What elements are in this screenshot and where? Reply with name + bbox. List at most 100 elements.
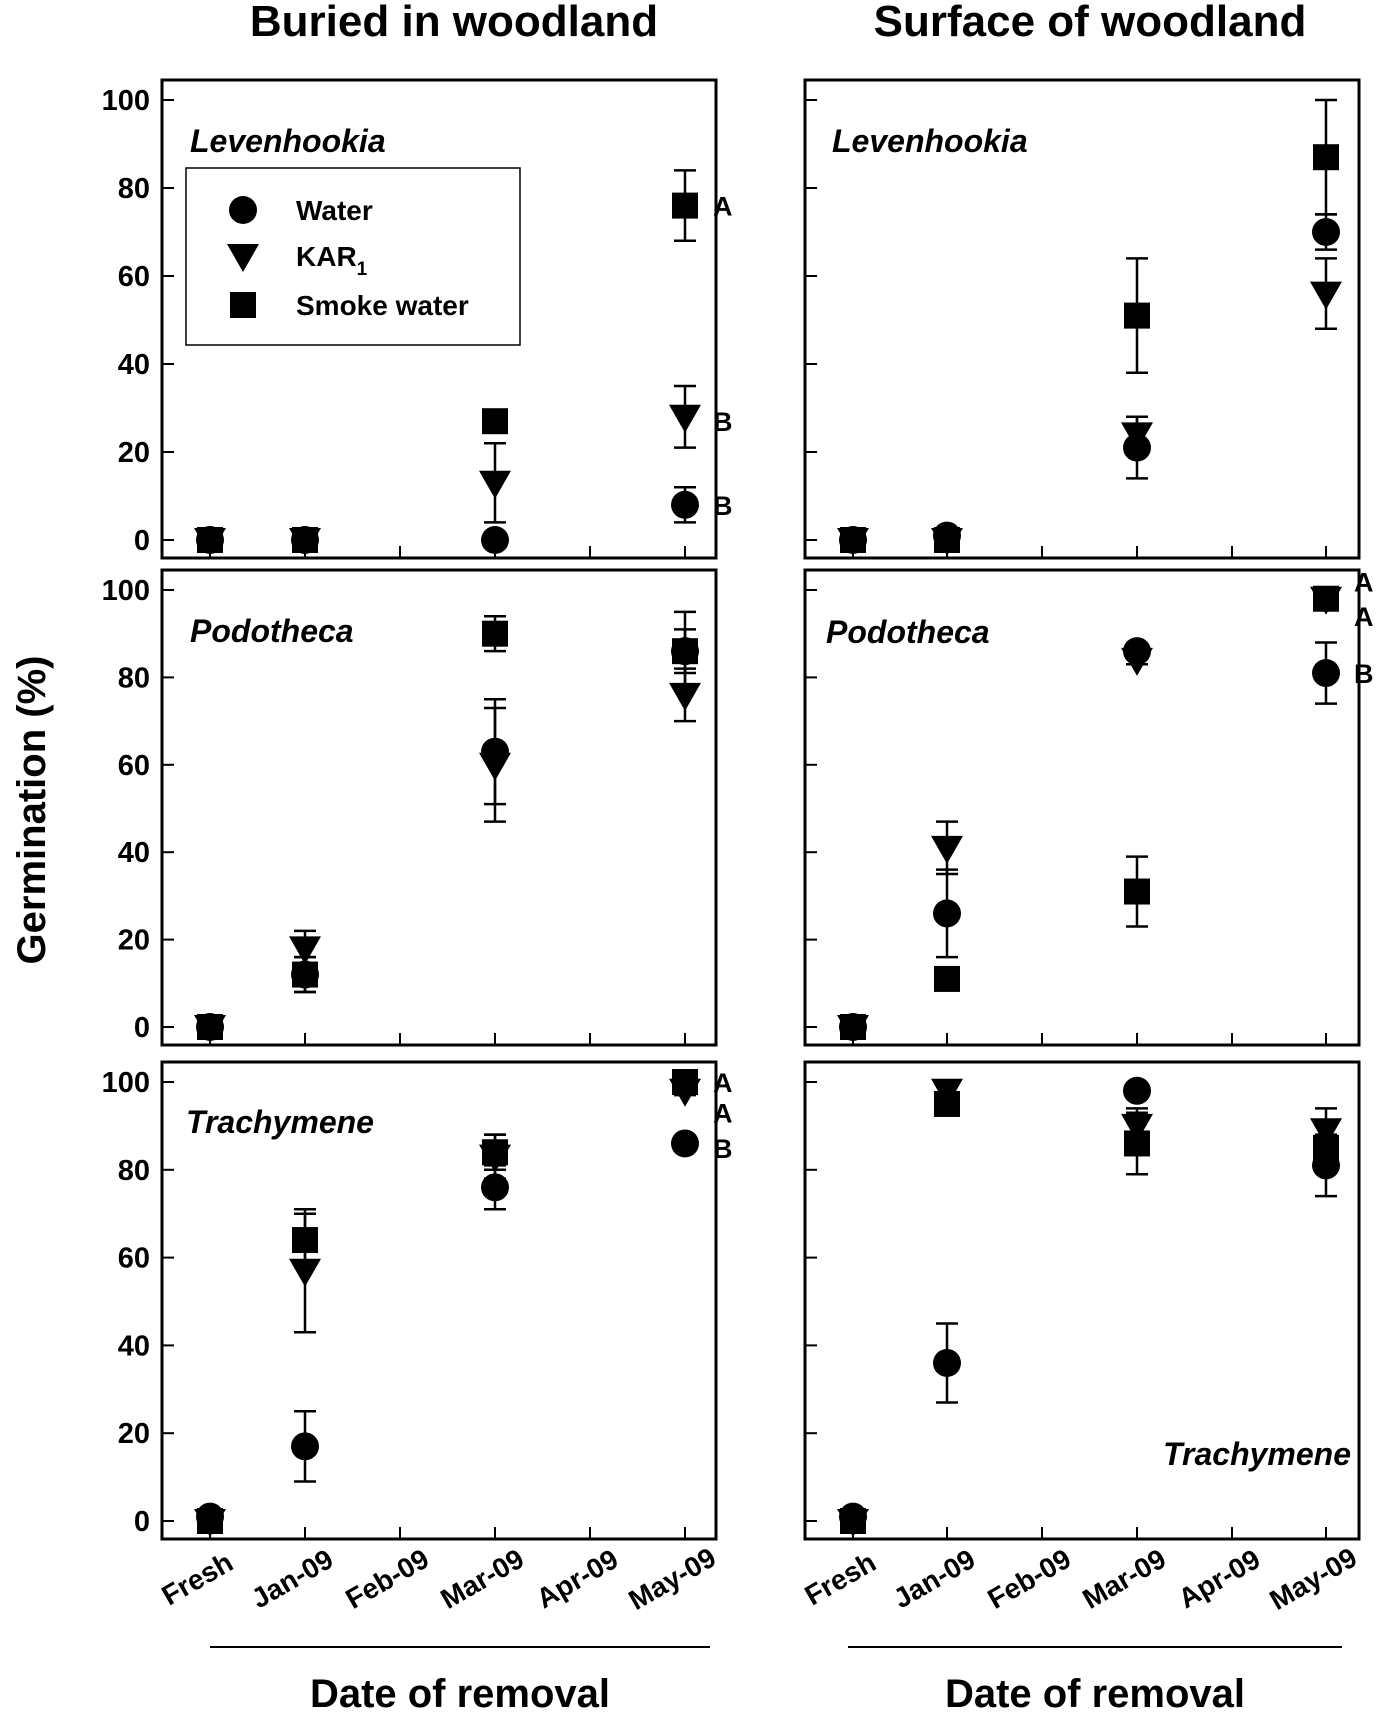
data-point-kar1-may-09 (669, 1078, 701, 1107)
y-tick-label: 40 (118, 837, 150, 869)
data-point-smoke-water-mar-09 (1124, 878, 1150, 905)
species-label: Levenhookia (190, 123, 386, 159)
legend-marker-triangle-down (227, 244, 259, 272)
series-water (839, 1076, 1340, 1531)
data-point-smoke-water-mar-09 (1124, 302, 1150, 329)
panel-buried-in-woodland-trachymene: 0 20 40 60 80 100 Fresh Jan-09 Feb-09 Mar-09 Apr-0… (102, 1060, 733, 1616)
data-point-kar1-may-09 (1310, 1118, 1342, 1147)
data-point-water-fresh (839, 1502, 867, 1531)
data-point-kar1-jan-09 (931, 835, 963, 864)
y-tick-label: 60 (118, 1243, 150, 1275)
legend-marker-square (230, 292, 256, 318)
data-point-water-jan-09 (291, 526, 319, 554)
x-tick-label: Mar-09 (435, 1543, 529, 1615)
legend-marker-circle (229, 196, 257, 224)
data-point-smoke-water-may-09 (672, 192, 698, 219)
data-point-water-mar-09 (481, 526, 509, 554)
data-point-water-mar-09 (1123, 637, 1151, 666)
legend-label-subscript: 1 (357, 259, 368, 280)
column-title-surface: Surface of woodland (874, 0, 1307, 46)
plot-frame (803, 78, 1361, 560)
significance-letter: B (713, 491, 733, 521)
data-point-kar1-may-09 (1310, 586, 1342, 615)
y-tick-label: 20 (118, 925, 150, 957)
data-point-water-mar-09 (481, 737, 509, 766)
series-smoke-water (840, 98, 1339, 553)
data-point-water-jan-09 (933, 521, 961, 550)
data-point-kar1-jan-09 (931, 1078, 963, 1107)
y-tick-label: 100 (102, 1067, 150, 1099)
series-kar1 (194, 384, 701, 556)
data-point-water-may-09 (1312, 218, 1340, 246)
y-tick-label: 0 (134, 525, 150, 557)
y-tick-label: 0 (134, 1506, 150, 1538)
data-point-smoke-water-mar-09 (482, 620, 508, 647)
y-axis-title: Germination (%) (10, 656, 54, 965)
data-point-kar1-may-09 (669, 404, 701, 433)
legend-label: Smoke water (296, 290, 469, 321)
plot-frame (160, 1060, 718, 1541)
series-water (839, 637, 1340, 1041)
data-point-water-may-09 (671, 637, 699, 666)
species-label: Levenhookia (832, 123, 1028, 159)
species-label: Podotheca (826, 614, 990, 650)
x-tick-label: Jan-09 (246, 1543, 338, 1614)
y-tick-label: 100 (102, 85, 150, 117)
data-point-water-fresh (839, 1013, 867, 1041)
panel-buried-in-woodland-podotheca: 0 20 40 60 80 100 Podotheca (102, 568, 718, 1047)
y-tick-label: 60 (118, 261, 150, 293)
x-tick-label: Jan-09 (888, 1543, 980, 1614)
data-point-kar1-mar-09 (1121, 1113, 1153, 1142)
data-point-water-fresh (839, 526, 867, 554)
data-point-kar1-may-09 (1310, 281, 1342, 310)
significance-letter: A (713, 1068, 733, 1098)
y-tick-label: 40 (118, 1330, 150, 1362)
data-point-water-mar-09 (481, 1173, 509, 1202)
species-label: Podotheca (190, 613, 354, 649)
x-tick-label: Feb-09 (340, 1543, 434, 1615)
significance-letter: A (713, 192, 733, 222)
series-kar1 (837, 586, 1342, 1043)
x-tick-label: Apr-09 (1173, 1543, 1265, 1614)
data-point-kar1-mar-09 (479, 1144, 511, 1173)
series-water (196, 628, 699, 1041)
data-point-water-fresh (196, 1502, 224, 1531)
significance-letter: B (1354, 659, 1374, 689)
data-point-water-mar-09 (1123, 1076, 1151, 1105)
data-point-smoke-water-jan-09 (934, 965, 960, 992)
column-title-buried: Buried in woodland (250, 0, 658, 46)
y-tick-label: 20 (118, 437, 150, 469)
plot-frame (160, 568, 718, 1047)
x-tick-label: May-09 (623, 1542, 721, 1616)
y-tick-label: 20 (118, 1418, 150, 1450)
legend-label: Water (296, 195, 373, 226)
y-tick-label: 40 (118, 349, 150, 381)
significance-letter: B (713, 407, 733, 437)
data-point-kar1-may-09 (669, 682, 701, 711)
species-label: Trachymene (186, 1104, 374, 1140)
data-point-water-may-09 (671, 490, 699, 519)
y-tick-label: 80 (118, 173, 150, 205)
data-point-water-may-09 (1312, 659, 1340, 688)
plot-frame (803, 1060, 1361, 1541)
data-point-water-jan-09 (291, 960, 319, 989)
series-smoke-water (197, 610, 698, 1040)
data-point-water-mar-09 (1123, 433, 1151, 462)
series-water (839, 213, 1340, 554)
data-point-water-jan-09 (933, 899, 961, 928)
data-point-kar1-jan-09 (289, 1258, 321, 1287)
plot-frame (160, 78, 718, 560)
series-smoke-water (840, 585, 1339, 1040)
y-tick-label: 0 (134, 1012, 150, 1044)
data-point-water-fresh (196, 1013, 224, 1041)
series-kar1 (194, 667, 701, 1043)
significance-letter: B (713, 1134, 733, 1164)
plot-frame (803, 568, 1361, 1047)
data-point-kar1-mar-09 (479, 470, 511, 499)
data-point-kar1-jan-09 (289, 936, 321, 965)
data-point-water-may-09 (1312, 1151, 1340, 1180)
y-tick-label: 100 (102, 575, 150, 607)
